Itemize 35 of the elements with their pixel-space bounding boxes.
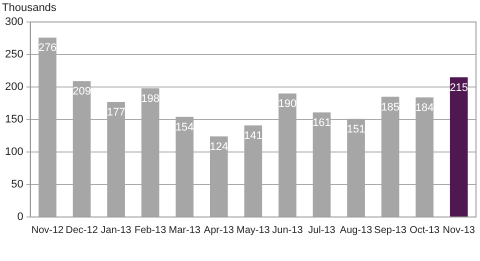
y-tick-label: 0 — [17, 211, 24, 224]
data-label: 209 — [72, 86, 91, 98]
y-tick-label: 150 — [4, 114, 24, 126]
x-tick-label: May-13 — [236, 224, 270, 236]
data-label: 177 — [106, 106, 126, 118]
x-tick-label: Apr-13 — [204, 224, 234, 236]
y-axis-title: Thousands — [2, 2, 56, 14]
data-label: 141 — [244, 130, 262, 142]
x-tick-label: Jul-13 — [308, 224, 336, 236]
x-tick-label: Jan-13 — [100, 224, 132, 236]
x-tick-label: Oct-13 — [410, 224, 440, 236]
y-tick-label: 300 — [4, 16, 24, 28]
x-tick-label: Sep-13 — [374, 224, 407, 236]
x-tick-label: Mar-13 — [168, 224, 201, 236]
x-tick-label: Feb-13 — [134, 224, 167, 236]
x-tick-label: Aug-13 — [340, 224, 373, 236]
y-tick-label: 100 — [4, 146, 24, 158]
data-label: 185 — [381, 101, 400, 114]
data-label: 124 — [210, 140, 228, 153]
data-label: 190 — [278, 98, 297, 110]
data-label: 154 — [175, 121, 194, 134]
data-label: 151 — [346, 123, 366, 136]
data-label: 215 — [450, 82, 468, 94]
y-tick-label: 50 — [11, 178, 24, 191]
bar — [450, 77, 468, 216]
y-tick-label: 250 — [4, 48, 24, 61]
data-label: 184 — [415, 102, 434, 114]
x-tick-label: Jun-13 — [272, 224, 304, 236]
x-tick-label: Dec-12 — [66, 224, 98, 236]
data-label: 276 — [38, 42, 57, 54]
y-tick-label: 200 — [4, 81, 24, 94]
x-tick-label: Nov-12 — [31, 224, 64, 236]
data-label: 198 — [141, 92, 160, 105]
x-tick-label: Nov-13 — [442, 224, 476, 236]
data-label: 161 — [312, 116, 331, 129]
